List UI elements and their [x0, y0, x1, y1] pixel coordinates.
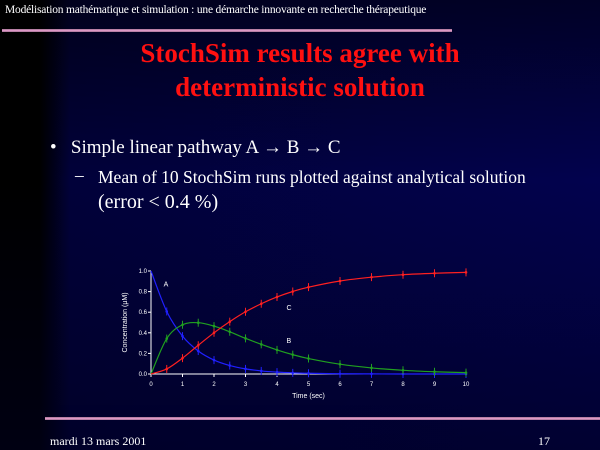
x-tick-label: 7 — [370, 382, 374, 388]
footer-date: mardi 13 mars 2001 — [50, 434, 147, 448]
x-tick-label: 8 — [401, 382, 405, 388]
y-tick-label: 0.4 — [139, 331, 148, 337]
data-point-B — [307, 357, 310, 360]
data-point-B — [291, 353, 295, 356]
sub-bullet-text: Mean of 10 StochSim runs plotted against… — [98, 167, 526, 187]
data-point-B — [196, 321, 200, 325]
x-tick-label: 1 — [181, 382, 185, 388]
footer-rule — [45, 417, 600, 420]
data-point-B — [464, 371, 468, 374]
data-point-A — [228, 364, 232, 367]
data-point-C — [259, 302, 263, 306]
data-point-B — [275, 348, 279, 352]
series-line-C — [150, 271, 467, 375]
data-point-C — [228, 320, 232, 323]
data-point-C — [291, 290, 295, 293]
y-tick-label: 0.2 — [139, 351, 148, 357]
data-point-C — [370, 275, 373, 279]
data-point-A — [275, 370, 279, 374]
data-point-A — [291, 371, 295, 375]
data-point-B — [338, 362, 342, 366]
data-point-A — [307, 371, 310, 375]
page-number: 17 — [538, 434, 550, 448]
data-point-C — [464, 271, 468, 274]
sub-bullet-marker: – — [75, 165, 84, 185]
data-point-B — [370, 366, 373, 370]
title-line-1: StochSim results agree with — [140, 38, 460, 68]
data-point-C — [275, 295, 279, 299]
y-tick-label: 0.6 — [139, 310, 148, 316]
data-point-C — [433, 271, 436, 275]
data-point-B — [228, 330, 232, 334]
x-tick-label: 10 — [463, 382, 470, 388]
y-tick-label: 1.0 — [139, 269, 148, 275]
data-point-B — [433, 370, 436, 374]
data-point-B — [165, 337, 169, 340]
x-tick-label: 0 — [149, 382, 153, 388]
data-point-A — [196, 349, 200, 353]
y-axis-label: Concentration (µM) — [122, 292, 129, 352]
data-point-C — [338, 279, 342, 283]
bullet-marker: • — [50, 137, 57, 158]
x-tick-label: 6 — [338, 382, 342, 388]
header-text: Modélisation mathématique et simulation … — [5, 4, 427, 16]
data-point-A — [212, 358, 216, 362]
data-point-B — [259, 343, 263, 346]
sub-bullet: Mean of 10 StochSim runs plotted against… — [98, 165, 538, 215]
data-point-C — [181, 356, 184, 360]
series-label-A: A — [164, 281, 169, 288]
data-point-C — [307, 285, 310, 289]
data-point-C — [401, 273, 405, 277]
x-tick-label: 9 — [433, 382, 437, 388]
data-point-B — [244, 337, 247, 340]
data-point-A — [370, 372, 373, 376]
data-point-C — [212, 331, 216, 335]
slide-title: StochSim results agree with deterministi… — [60, 36, 540, 104]
x-tick-label: 2 — [212, 382, 216, 388]
series-label-C: C — [286, 305, 291, 312]
bullet-text: Simple linear pathway A → B → C — [70, 137, 341, 158]
header-rule — [2, 29, 452, 32]
data-point-C — [165, 367, 169, 371]
x-tick-label: 5 — [307, 382, 311, 388]
y-tick-label: 0.0 — [139, 372, 148, 378]
error-note: (error < 0.4 %) — [98, 191, 219, 213]
data-point-A — [181, 334, 184, 338]
data-point-C — [196, 343, 200, 347]
data-point-A — [259, 369, 263, 373]
data-point-B — [181, 323, 184, 327]
x-tick-label: 3 — [244, 382, 248, 388]
bullet-1: • Simple linear pathway A → B → C — [50, 137, 341, 159]
title-line-2: deterministic solution — [175, 72, 425, 102]
series-line-A — [150, 270, 467, 375]
data-point-B — [401, 368, 405, 372]
y-tick-label: 0.8 — [139, 290, 148, 296]
data-point-A — [338, 372, 342, 376]
data-point-B — [212, 324, 216, 328]
x-tick-label: 4 — [275, 382, 279, 388]
x-axis-label: Time (sec) — [292, 393, 325, 400]
data-point-C — [244, 310, 247, 314]
data-point-A — [244, 367, 247, 371]
data-point-A — [165, 310, 169, 313]
series-label-B: B — [286, 338, 291, 345]
series-line-B — [150, 321, 467, 375]
